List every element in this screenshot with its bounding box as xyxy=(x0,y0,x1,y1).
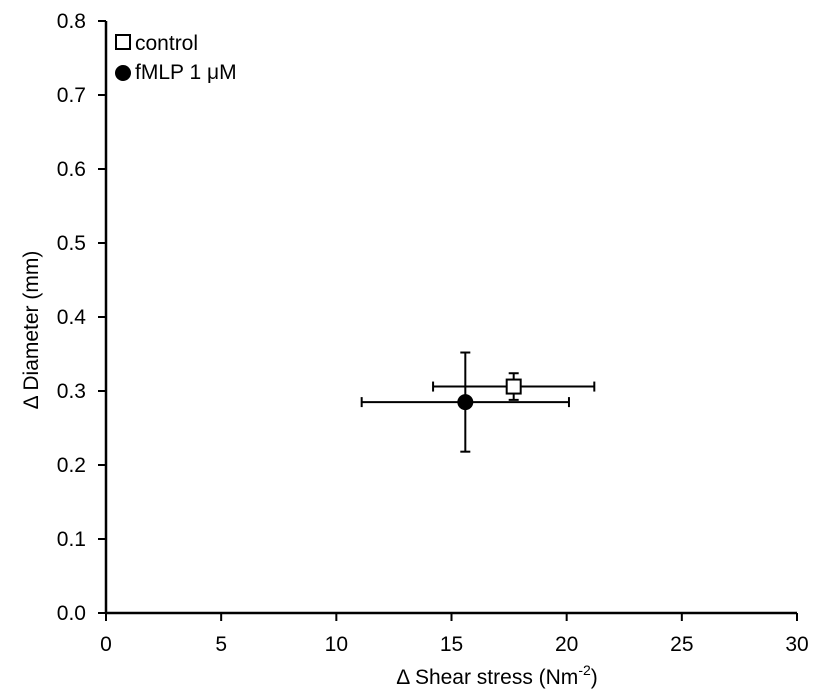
data-points xyxy=(457,378,522,411)
x-tick-label: 0 xyxy=(100,633,112,656)
data-point-control xyxy=(505,378,522,395)
x-axis-ticks: 0 5 10 15 20 25 30 xyxy=(100,613,809,656)
x-tick-label: 10 xyxy=(325,633,348,656)
legend: control fMLP 1 μM xyxy=(115,32,237,84)
legend-marker-fmlp xyxy=(115,65,131,81)
y-axis-label: Δ Diameter (mm) xyxy=(20,251,43,410)
legend-label-control: control xyxy=(135,32,198,55)
x-tick-label: 20 xyxy=(555,633,578,656)
error-bars xyxy=(360,351,596,453)
x-tick-label: 5 xyxy=(215,633,227,656)
y-tick-label: 0.6 xyxy=(57,158,86,181)
y-tick-label: 0.4 xyxy=(57,306,87,329)
x-tick-label: 30 xyxy=(785,633,808,656)
y-tick-label: 0.2 xyxy=(57,454,86,477)
x-axis-label: Δ Shear stress (Nm-2) xyxy=(396,662,598,689)
x-tick-label: 15 xyxy=(440,633,463,656)
y-tick-label: 0.1 xyxy=(57,528,86,551)
x-tick-label: 25 xyxy=(670,633,693,656)
y-tick-label: 0.0 xyxy=(57,602,86,625)
x-axis-label-superscript: -2 xyxy=(578,662,591,678)
x-axis-label-main: Δ Shear stress (Nm xyxy=(396,666,578,689)
y-tick-label: 0.7 xyxy=(57,84,86,107)
axes xyxy=(104,21,797,615)
y-tick-label: 0.5 xyxy=(57,232,86,255)
y-tick-label: 0.3 xyxy=(57,380,86,403)
x-axis-label-suffix: ) xyxy=(591,666,598,689)
legend-marker-control xyxy=(115,34,131,50)
y-axis-ticks: 0.0 0.1 0.2 0.3 0.4 0.5 0.6 0.7 0.8 xyxy=(57,10,106,625)
legend-label-fmlp: fMLP 1 μM xyxy=(135,61,237,84)
y-tick-label: 0.8 xyxy=(57,10,86,33)
data-point-fmlp xyxy=(457,394,474,411)
